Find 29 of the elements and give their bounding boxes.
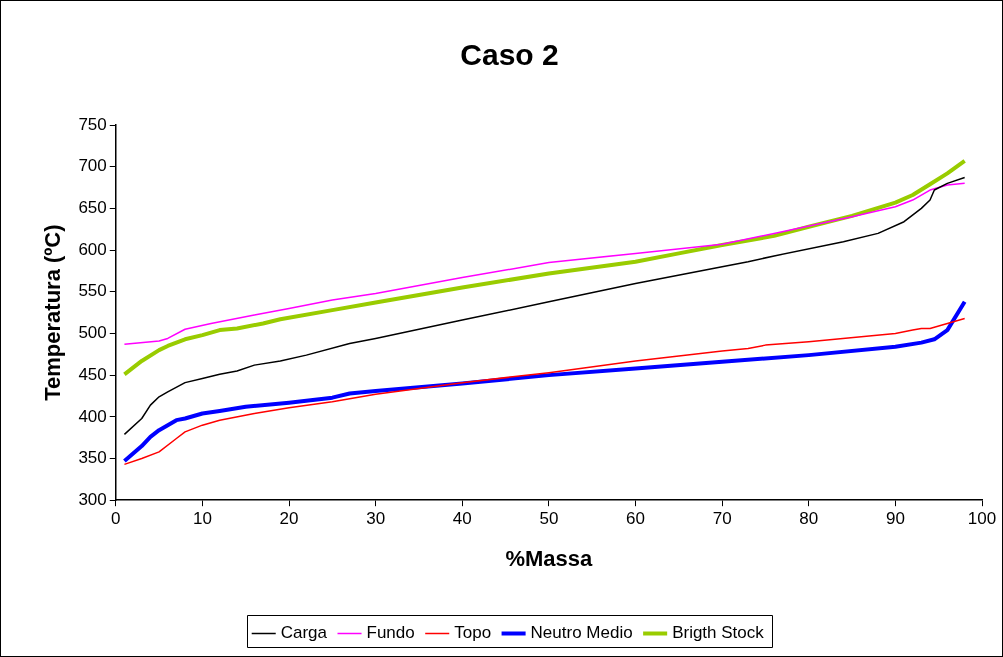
legend-label: Carga	[280, 623, 328, 643]
legend-label: Topo	[454, 623, 492, 643]
x-tick-label: 100	[967, 509, 997, 529]
y-tick-label: 350	[78, 448, 107, 468]
chart-title: Caso 2	[460, 38, 559, 72]
x-tick-label: 90	[885, 509, 905, 529]
y-tick-label: 500	[78, 323, 107, 343]
y-tick-label: 650	[78, 198, 107, 218]
y-tick-label: 600	[78, 239, 107, 259]
x-tick-label: 10	[192, 509, 212, 529]
x-tick-label: 0	[111, 509, 121, 529]
y-tick-label: 400	[78, 406, 107, 426]
legend-label: Fundo	[366, 623, 415, 643]
x-tick-label: 20	[279, 509, 299, 529]
x-tick-label: 30	[366, 509, 386, 529]
y-axis-title: Temperatura (ºC)	[40, 224, 66, 401]
legend-label: Brigth Stock	[672, 623, 765, 643]
x-tick-label: 50	[539, 509, 559, 529]
x-tick-label: 80	[799, 509, 819, 529]
x-tick-label: 40	[452, 509, 472, 529]
legend-label: Neutro Medio	[530, 623, 633, 643]
y-tick-label: 550	[78, 281, 107, 301]
y-tick-label: 300	[78, 489, 107, 509]
x-axis-title: %Massa	[505, 545, 594, 571]
y-tick-label: 450	[78, 364, 107, 384]
y-tick-label: 700	[78, 156, 107, 176]
x-tick-label: 60	[626, 509, 645, 529]
y-tick-label: 750	[78, 114, 107, 134]
x-tick-label: 70	[712, 509, 732, 529]
